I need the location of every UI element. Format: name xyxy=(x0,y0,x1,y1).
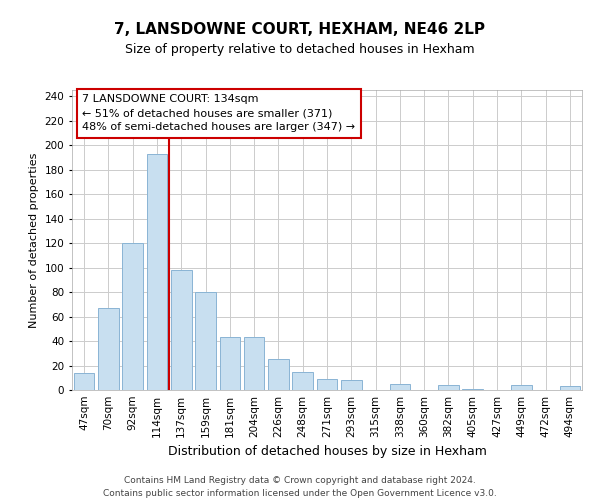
Text: Size of property relative to detached houses in Hexham: Size of property relative to detached ho… xyxy=(125,42,475,56)
Bar xyxy=(244,338,265,390)
Bar xyxy=(195,292,216,390)
Y-axis label: Number of detached properties: Number of detached properties xyxy=(29,152,39,328)
Bar xyxy=(98,308,119,390)
Bar xyxy=(317,379,337,390)
Bar xyxy=(146,154,167,390)
Bar xyxy=(74,373,94,390)
Bar xyxy=(389,384,410,390)
Bar xyxy=(171,270,191,390)
Text: 7 LANSDOWNE COURT: 134sqm
← 51% of detached houses are smaller (371)
48% of semi: 7 LANSDOWNE COURT: 134sqm ← 51% of detac… xyxy=(82,94,355,132)
Bar xyxy=(220,338,240,390)
Bar xyxy=(560,386,580,390)
Bar xyxy=(463,389,483,390)
Bar xyxy=(341,380,362,390)
Bar xyxy=(511,385,532,390)
Bar xyxy=(268,360,289,390)
X-axis label: Distribution of detached houses by size in Hexham: Distribution of detached houses by size … xyxy=(167,446,487,458)
Bar xyxy=(122,243,143,390)
Text: 7, LANSDOWNE COURT, HEXHAM, NE46 2LP: 7, LANSDOWNE COURT, HEXHAM, NE46 2LP xyxy=(115,22,485,38)
Text: Contains HM Land Registry data © Crown copyright and database right 2024.
Contai: Contains HM Land Registry data © Crown c… xyxy=(103,476,497,498)
Bar xyxy=(438,385,459,390)
Bar xyxy=(292,372,313,390)
